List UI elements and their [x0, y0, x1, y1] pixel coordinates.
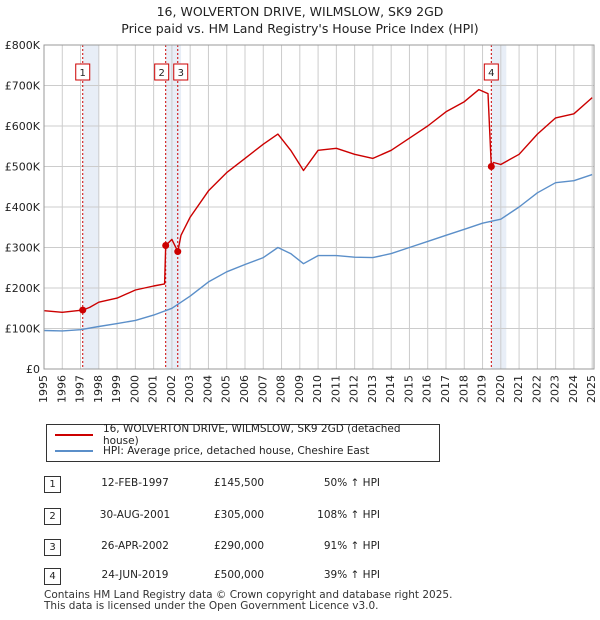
- sale-hpi-diff: 50% ↑ HPI: [323, 477, 380, 489]
- sale-hpi-diff: 108% ↑ HPI: [317, 509, 380, 521]
- sale-label-box: [173, 63, 189, 81]
- x-tick-label: 2016: [421, 375, 434, 403]
- x-tick-label: 2019: [476, 375, 489, 403]
- x-tick-label: 2014: [384, 375, 397, 403]
- price-chart: £0 £100K £200K £300K £400K £500K £600K £700K £80…: [5, 39, 598, 403]
- sale-number-badge: 2: [44, 508, 61, 525]
- y-tick-label: £100K: [5, 323, 41, 336]
- sale-price: £305,000: [214, 509, 265, 521]
- sale-label-box: [154, 63, 170, 81]
- sale-hpi-diff: 91% ↑ HPI: [323, 540, 380, 552]
- x-tick-label: 2020: [494, 375, 507, 403]
- y-tick-label: £300K: [5, 242, 41, 255]
- legend-swatch-property: [55, 434, 93, 436]
- sale-number-badge: 3: [44, 539, 61, 556]
- x-tick-label: 2003: [183, 375, 196, 403]
- sale-number-badge: 4: [44, 568, 61, 585]
- y-tick-label: £700K: [5, 80, 41, 93]
- sale-point: [79, 306, 87, 314]
- y-tick-label: £0: [26, 363, 40, 376]
- legend-item-property: 16, WOLVERTON DRIVE, WILMSLOW, SK9 2GD (…: [55, 423, 439, 447]
- sale-label: 4: [488, 68, 494, 79]
- sale-price: £145,500: [214, 477, 265, 489]
- sale-label: 1: [80, 68, 86, 79]
- y-tick-label: £500K: [5, 161, 41, 174]
- sale-label-box: [75, 63, 91, 81]
- x-tick-label: 2005: [220, 375, 233, 403]
- x-tick-label: 2010: [311, 375, 324, 403]
- legend-swatch-hpi: [55, 450, 93, 452]
- footer-copyright: Contains HM Land Registry data © Crown c…: [44, 589, 453, 601]
- x-tick-label: 2006: [238, 375, 251, 403]
- legend-label-hpi: HPI: Average price, detached house, Ches…: [103, 445, 370, 457]
- sale-price: £500,000: [214, 569, 265, 581]
- x-tick-label: 2022: [530, 375, 543, 403]
- sale-date: 26-APR-2002: [101, 540, 169, 552]
- x-tick-label: 2007: [256, 375, 269, 403]
- footer-licence: This data is licensed under the Open Gov…: [44, 600, 379, 612]
- sale-hpi-diff: 39% ↑ HPI: [323, 569, 380, 581]
- x-tick-label: 2002: [165, 375, 178, 403]
- x-tick-label: 2015: [402, 375, 415, 403]
- y-tick-label: £200K: [5, 282, 41, 295]
- sale-date: 12-FEB-1997: [101, 477, 169, 489]
- x-tick-label: 1996: [55, 375, 68, 403]
- x-tick-label: 2009: [293, 375, 306, 403]
- sale-number-badge: 1: [44, 476, 61, 493]
- chart-title: 16, WOLVERTON DRIVE, WILMSLOW, SK9 2GD: [156, 4, 444, 19]
- legend: 16, WOLVERTON DRIVE, WILMSLOW, SK9 2GD (…: [46, 423, 440, 462]
- x-tick-label: 2012: [348, 375, 361, 403]
- x-tick-label: 2024: [567, 375, 580, 403]
- plot-frame: [43, 44, 595, 370]
- hpi-line: [43, 173, 593, 332]
- sale-point: [174, 248, 182, 256]
- sale-date: 30-AUG-2001: [99, 509, 171, 521]
- x-tick-label: 1998: [92, 375, 105, 403]
- legend-label-property: 16, WOLVERTON DRIVE, WILMSLOW, SK9 2GD (…: [102, 423, 401, 447]
- table-row: 3 26-APR-2002 £290,000 91% ↑ HPI: [44, 539, 444, 559]
- x-tick-label: 2021: [512, 375, 525, 403]
- x-tick-label: 2017: [439, 375, 452, 403]
- table-row: 1 12-FEB-1997 £145,500 50% ↑ HPI: [44, 476, 444, 496]
- y-tick-label: £400K: [5, 201, 41, 214]
- x-tick-label: 2004: [201, 375, 214, 403]
- footer-notice: Contains HM Land Registry data © Crown c…: [44, 590, 452, 612]
- sale-point: [162, 241, 170, 249]
- x-tick-label: 2008: [275, 375, 288, 403]
- sale-label: 3: [178, 68, 184, 79]
- sale-point: [487, 163, 495, 170]
- x-tick-label: 2001: [147, 375, 160, 403]
- table-row: 4 24-JUN-2019 £500,000 39% ↑ HPI: [44, 568, 444, 588]
- sale-label: 2: [159, 68, 165, 79]
- x-tick-label: 1997: [74, 375, 87, 403]
- x-tick-label: 2000: [128, 375, 141, 403]
- x-tick-label: 2011: [329, 375, 342, 403]
- y-tick-label: £600K: [5, 120, 41, 133]
- chart-subtitle: Price paid vs. HM Land Registry's House …: [121, 21, 479, 36]
- sale-date: 24-JUN-2019: [101, 569, 169, 581]
- sale-label-box: [483, 63, 499, 81]
- x-tick-label: 2023: [549, 375, 562, 403]
- y-tick-label: £800K: [5, 39, 41, 52]
- sale-price: £290,000: [214, 540, 265, 552]
- x-tick-label: 2013: [366, 375, 379, 403]
- x-tick-label: 2018: [457, 375, 470, 403]
- x-tick-label: 2025: [585, 375, 598, 403]
- x-tick-label: 1995: [37, 375, 50, 403]
- table-row: 2 30-AUG-2001 £305,000 108% ↑ HPI: [44, 508, 444, 528]
- legend-item-hpi: HPI: Average price, detached house, Ches…: [55, 443, 369, 459]
- x-tick-label: 1999: [110, 375, 123, 403]
